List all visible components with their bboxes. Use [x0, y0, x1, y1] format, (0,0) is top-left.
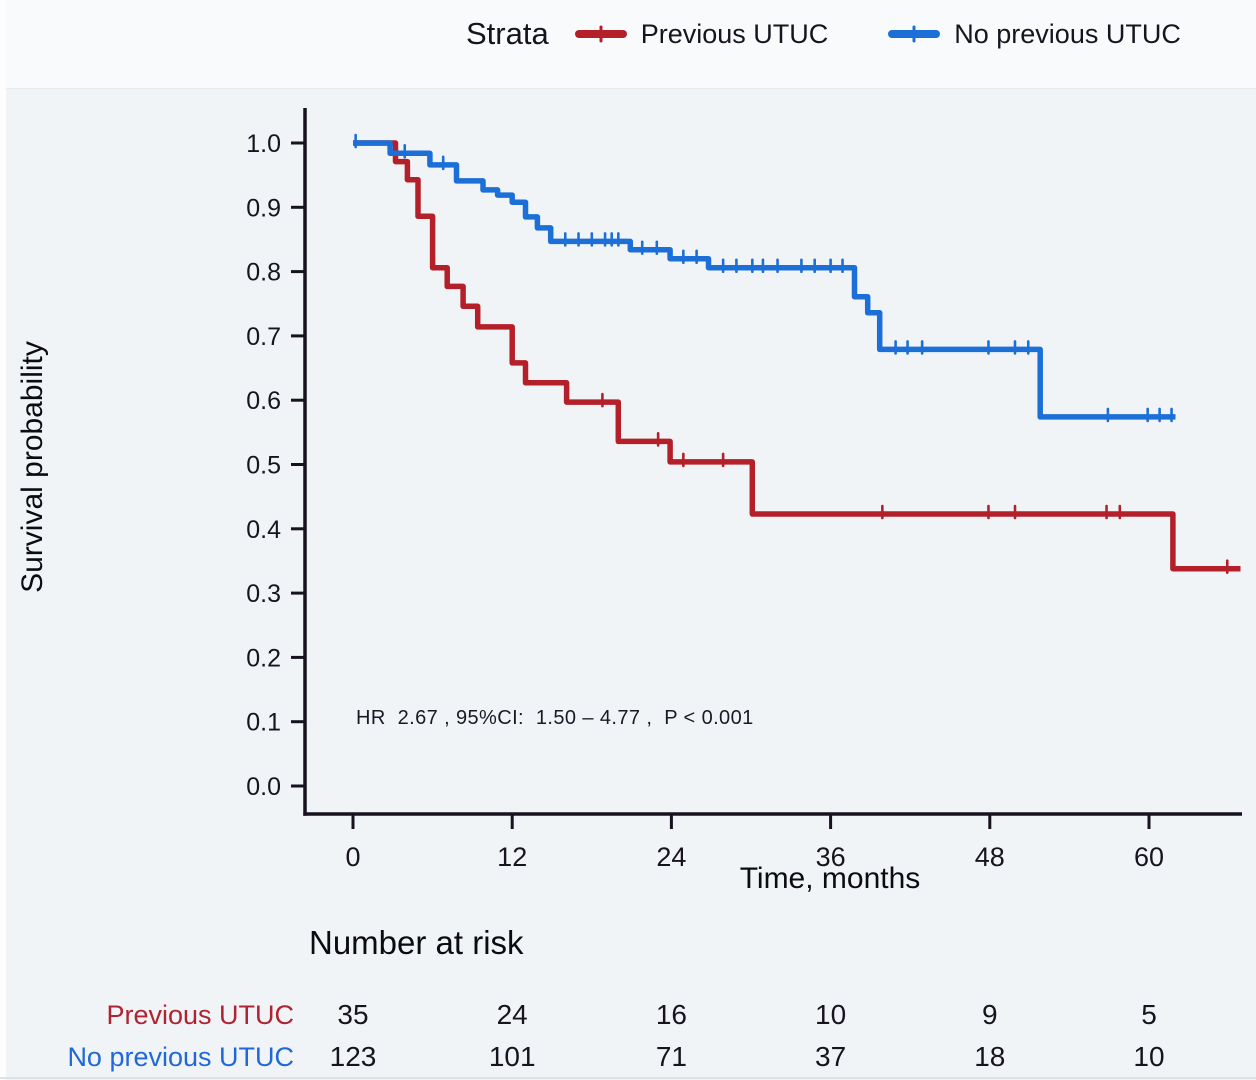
y-tick-label: 0.2 [246, 644, 281, 672]
legend-line-marker-blue [888, 25, 941, 43]
left-edge-strip [0, 0, 6, 1080]
legend: Strata Previous UTUC No previous UTUC [466, 8, 1181, 60]
risk-value: 123 [329, 1041, 377, 1072]
top-strip [0, 0, 1256, 89]
risk-value: 35 [337, 999, 369, 1030]
legend-label: Previous UTUC [640, 18, 829, 49]
hr-annotation: HR 2.67 , 95%CI: 1.50 – 4.77 , P < 0.001 [356, 707, 754, 729]
censor-tick-glyph [912, 25, 916, 43]
censor-ticks-previous-utuc [601, 392, 1229, 574]
y-tick-label: 0.5 [246, 452, 281, 480]
y-tick-label: 0.1 [246, 709, 281, 737]
legend-title: Strata [466, 16, 549, 51]
x-tick-label: 36 [816, 842, 846, 872]
km-curve-previous-utuc [353, 140, 1241, 572]
y-tick-label: 0.7 [246, 323, 281, 351]
legend-item-previous-utuc: Previous UTUC [574, 18, 829, 50]
risk-value: 10 [1133, 1041, 1165, 1072]
x-tick-label: 12 [497, 842, 527, 872]
risk-value: 16 [655, 999, 687, 1030]
y-axis-title: Survival probability [16, 341, 49, 593]
kaplan-meier-plot: 1.0 0.9 0.8 0.7 0.6 0.5 0.4 0.3 0.2 0.1 0.0 0 12 24 36… [246, 108, 1242, 872]
x-tick-label: 24 [656, 842, 686, 872]
y-tick-label: 0.8 [246, 259, 281, 287]
censor-ticks-no-previous-utuc [354, 133, 1173, 423]
risk-value: 24 [496, 999, 528, 1030]
bottom-divider [0, 1077, 1256, 1079]
risk-row-label: No previous UTUC [67, 1042, 294, 1072]
legend-line-marker-red [574, 25, 627, 43]
risk-value: 71 [655, 1041, 687, 1072]
censor-tick-glyph [599, 25, 603, 43]
legend-label: No previous UTUC [954, 18, 1181, 49]
risk-value: 37 [815, 1041, 847, 1072]
risk-value: 9 [982, 999, 998, 1030]
x-tick-label: 0 [345, 842, 360, 872]
risk-value: 101 [488, 1041, 536, 1072]
risk-value: 18 [974, 1041, 1006, 1072]
risk-table-title: Number at risk [309, 924, 524, 961]
risk-value: 10 [815, 999, 847, 1030]
y-tick-label: 0.9 [246, 194, 281, 222]
risk-value: 5 [1141, 999, 1157, 1030]
y-tick-label: 1.0 [246, 130, 281, 158]
x-tick-label: 60 [1134, 842, 1164, 872]
y-tick-label: 0.0 [246, 773, 281, 801]
x-tick-label: 48 [975, 842, 1005, 872]
legend-item-no-previous-utuc: No previous UTUC [888, 19, 1181, 50]
y-tick-label: 0.4 [246, 516, 281, 544]
y-tick-label: 0.6 [246, 387, 281, 415]
risk-row-label: Previous UTUC [106, 1000, 294, 1030]
y-tick-label: 0.3 [246, 580, 281, 608]
km-curve-no-previous-utuc [353, 140, 1176, 420]
x-axis-title: Time, months [739, 862, 921, 895]
